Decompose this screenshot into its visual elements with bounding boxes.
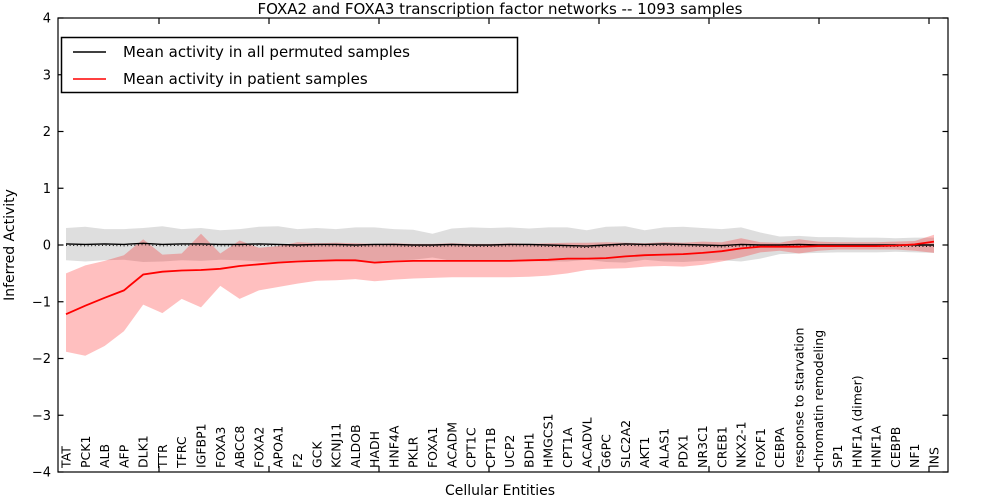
- legend-box: [60, 36, 519, 94]
- x-category-label: CPT1A: [560, 427, 575, 468]
- x-category-label: SLC2A2: [618, 420, 633, 468]
- x-category-label: HMGCS1: [541, 414, 556, 469]
- x-category-label: CREB1: [714, 426, 729, 468]
- x-category-label: HNF1A (dimer): [849, 375, 864, 468]
- y-tick-label: −4: [32, 466, 51, 481]
- x-category-label: NKX2-1: [734, 421, 749, 468]
- x-category-label: PDX1: [676, 434, 691, 468]
- y-tick-label: 2: [43, 125, 51, 140]
- legend: Mean activity in all permuted samples Me…: [60, 36, 519, 94]
- x-category-label: HNF1A: [869, 425, 884, 468]
- x-category-label: FOXA1: [425, 427, 440, 468]
- x-category-label: CPT1C: [464, 427, 479, 468]
- x-category-label: NF1: [907, 444, 922, 469]
- x-category-label: AFP: [116, 444, 131, 468]
- x-category-label: ALDOB: [348, 424, 363, 468]
- legend-item-permuted: Mean activity in all permuted samples: [73, 43, 410, 61]
- x-category-label: PKLR: [406, 436, 421, 468]
- x-category-label: TFRC: [174, 436, 189, 469]
- legend-label-patient: Mean activity in patient samples: [123, 70, 368, 88]
- patient-mean-line: [65, 240, 935, 316]
- x-category-label: IGFBP1: [194, 423, 209, 468]
- x-category-label: TTR: [155, 444, 170, 469]
- x-category-label: FOXA3: [213, 427, 228, 468]
- x-category-label: BDH1: [521, 432, 536, 468]
- x-category-label: DLK1: [136, 435, 151, 468]
- x-category-label: FOXF1: [753, 428, 768, 468]
- legend-item-patient: Mean activity in patient samples: [73, 70, 368, 88]
- x-category-label: ABCC8: [232, 426, 247, 468]
- axis-ticks: [58, 17, 948, 473]
- legend-label-permuted: Mean activity in all permuted samples: [123, 43, 410, 61]
- y-tick-label: −3: [32, 409, 51, 424]
- x-category-label: G6PC: [599, 434, 614, 468]
- y-tick-label: 1: [43, 182, 51, 197]
- y-tick-labels: 4 3 2 1 0 −1 −2 −3 −4: [32, 12, 51, 481]
- x-axis-label: Cellular Entities: [445, 483, 555, 499]
- y-tick-label: 3: [43, 68, 51, 83]
- x-category-label: NR3C1: [695, 425, 710, 468]
- x-category-label: INS: [927, 447, 942, 468]
- y-tick-label: −2: [32, 352, 51, 367]
- patient-band: [66, 233, 934, 356]
- x-category-label: CPT1B: [483, 428, 498, 468]
- x-category-label: CEBPA: [772, 427, 787, 468]
- x-category-label: chromatin remodeling: [811, 330, 826, 468]
- x-category-label: FOXA2: [251, 427, 266, 468]
- x-category-labels: TAT PCK1 ALB AFP DLK1 TTR TFRC IGFBP1 FOXA3 ABCC8…: [59, 328, 942, 470]
- x-category-label: HADH: [367, 431, 382, 468]
- x-category-label: ALB: [97, 444, 112, 468]
- x-category-label: PCK1: [78, 436, 93, 468]
- x-category-label: APOA1: [271, 426, 286, 468]
- x-category-label: ACADVL: [579, 417, 594, 468]
- x-category-label: UCP2: [502, 435, 517, 468]
- y-tick-label: 4: [43, 12, 51, 27]
- permuted-mean-line: [65, 242, 934, 247]
- y-tick-label: −1: [32, 295, 51, 310]
- x-category-label: response to starvation: [791, 328, 806, 469]
- x-category-label: SP1: [830, 445, 845, 468]
- x-category-label: F2: [290, 453, 305, 468]
- x-category-label: GCK: [309, 441, 324, 468]
- x-category-label: ACADM: [444, 422, 459, 468]
- x-category-label: KCNJ11: [329, 423, 344, 468]
- x-category-label: AKT1: [637, 437, 652, 468]
- y-axis-label: Inferred Activity: [2, 189, 18, 301]
- x-category-label: ALAS1: [656, 428, 671, 468]
- x-category-label: TAT: [59, 446, 74, 469]
- x-category-label: HNF4A: [386, 425, 401, 468]
- y-tick-label: 0: [43, 239, 51, 254]
- series-lines: [65, 240, 935, 316]
- chart-title: FOXA2 and FOXA3 transcription factor net…: [258, 0, 743, 18]
- x-category-label: CEBPB: [888, 427, 903, 468]
